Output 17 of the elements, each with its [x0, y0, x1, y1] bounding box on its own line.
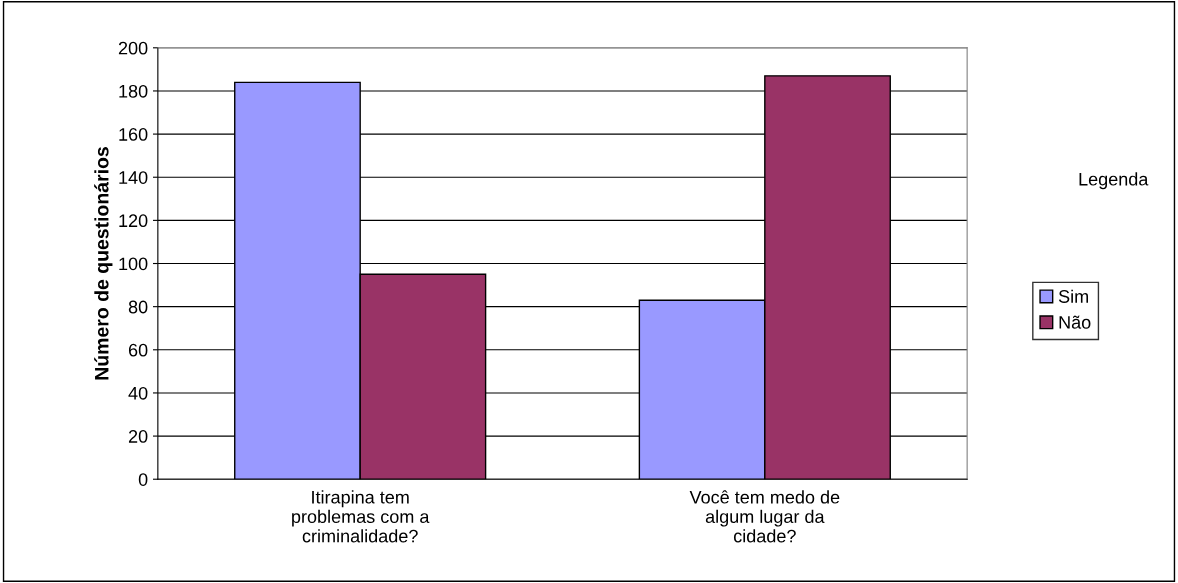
legend-label: Não	[1059, 315, 1091, 329]
y-tick-label: 120	[119, 214, 148, 228]
y-tick-label: 180	[119, 84, 148, 98]
x-tick-label: Itirapina tem problemas com a criminalidade?	[292, 490, 430, 543]
y-tick-label: 140	[119, 171, 148, 184]
y-tick-label: 40	[128, 386, 148, 400]
y-tick-label: 100	[119, 257, 148, 271]
x-tick-label: Você tem medo de algum lugar da cidade?	[689, 490, 840, 543]
y-tick-label: 200	[118, 41, 148, 55]
y-axis-title: Número de questionários	[94, 147, 113, 380]
y-tick-label: 0	[138, 473, 148, 486]
y-tick-label: 60	[128, 343, 148, 357]
y-tick-label: 160	[119, 128, 148, 141]
y-tick-label: 20	[128, 430, 148, 443]
legend-label: Sim	[1058, 289, 1088, 303]
y-tick-label: 80	[128, 300, 148, 314]
legend-title: Legenda	[1079, 172, 1149, 190]
